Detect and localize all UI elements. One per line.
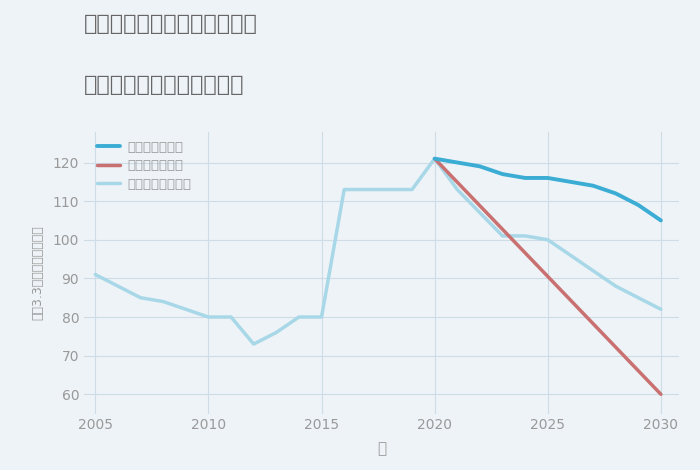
ノーマルシナリオ: [453, 187, 461, 192]
ノーマルシナリオ: [544, 237, 552, 243]
Line: ノーマルシナリオ: ノーマルシナリオ: [95, 159, 661, 344]
グッドシナリオ: [657, 218, 665, 223]
グッドシナリオ: [430, 156, 439, 162]
X-axis label: 年: 年: [377, 441, 386, 456]
ノーマルシナリオ: [272, 329, 281, 335]
ノーマルシナリオ: [181, 306, 190, 312]
Text: 中古マンションの価格推移: 中古マンションの価格推移: [84, 75, 244, 95]
ノーマルシナリオ: [657, 306, 665, 312]
グッドシナリオ: [634, 202, 643, 208]
グッドシナリオ: [453, 160, 461, 165]
Y-axis label: 坪（3.3㎡）単価（万円）: 坪（3.3㎡）単価（万円）: [32, 225, 44, 320]
グッドシナリオ: [521, 175, 529, 181]
ノーマルシナリオ: [385, 187, 393, 192]
ノーマルシナリオ: [521, 233, 529, 239]
ノーマルシナリオ: [340, 187, 349, 192]
ノーマルシナリオ: [612, 283, 620, 289]
グッドシナリオ: [498, 171, 507, 177]
ノーマルシナリオ: [408, 187, 416, 192]
Text: 兵庫県神戸市長田区長田町の: 兵庫県神戸市長田区長田町の: [84, 14, 258, 34]
ノーマルシナリオ: [113, 283, 122, 289]
グッドシナリオ: [476, 164, 484, 169]
グッドシナリオ: [612, 191, 620, 196]
ノーマルシナリオ: [295, 314, 303, 320]
ノーマルシナリオ: [249, 341, 258, 347]
ノーマルシナリオ: [317, 314, 326, 320]
Legend: グッドシナリオ, バッドシナリオ, ノーマルシナリオ: グッドシナリオ, バッドシナリオ, ノーマルシナリオ: [97, 141, 191, 190]
グッドシナリオ: [566, 179, 575, 185]
ノーマルシナリオ: [136, 295, 145, 300]
ノーマルシナリオ: [498, 233, 507, 239]
グッドシナリオ: [544, 175, 552, 181]
ノーマルシナリオ: [204, 314, 213, 320]
ノーマルシナリオ: [476, 210, 484, 216]
ノーマルシナリオ: [363, 187, 371, 192]
Line: グッドシナリオ: グッドシナリオ: [435, 159, 661, 220]
ノーマルシナリオ: [634, 295, 643, 300]
ノーマルシナリオ: [91, 272, 99, 277]
グッドシナリオ: [589, 183, 597, 188]
ノーマルシナリオ: [589, 268, 597, 274]
ノーマルシナリオ: [430, 156, 439, 162]
ノーマルシナリオ: [227, 314, 235, 320]
ノーマルシナリオ: [159, 299, 167, 305]
ノーマルシナリオ: [566, 252, 575, 258]
